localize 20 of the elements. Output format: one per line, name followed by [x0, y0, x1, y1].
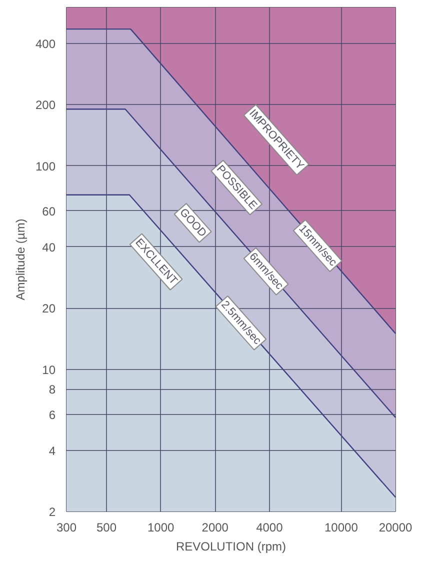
y-tick-label: 6 — [48, 408, 56, 422]
y-axis-title: Amplitude (µm) — [13, 218, 28, 300]
y-tick-label: 200 — [35, 98, 56, 112]
x-axis-title: REVOLUTION (rpm) — [176, 540, 286, 554]
x-tick-label: 10000 — [324, 520, 358, 534]
x-tick-label: 4000 — [256, 520, 284, 534]
x-tick-label: 300 — [56, 520, 77, 534]
y-tick-label: 400 — [35, 36, 56, 51]
y-tick-label: 40 — [42, 240, 56, 254]
y-tick-label: 60 — [42, 204, 56, 218]
y-tick-label: 100 — [35, 159, 56, 174]
y-tick-label: 8 — [48, 382, 56, 397]
x-tick-label: 20000 — [378, 520, 413, 534]
x-tick-label: 500 — [96, 520, 117, 534]
y-tick-label: 20 — [42, 302, 56, 316]
y-tick-label: 4 — [48, 444, 56, 458]
y-tick-label: 10 — [42, 362, 56, 377]
y-tick-label: 2 — [48, 505, 56, 519]
x-tick-label: 2000 — [202, 520, 229, 534]
x-tick-label: 1000 — [147, 520, 174, 534]
